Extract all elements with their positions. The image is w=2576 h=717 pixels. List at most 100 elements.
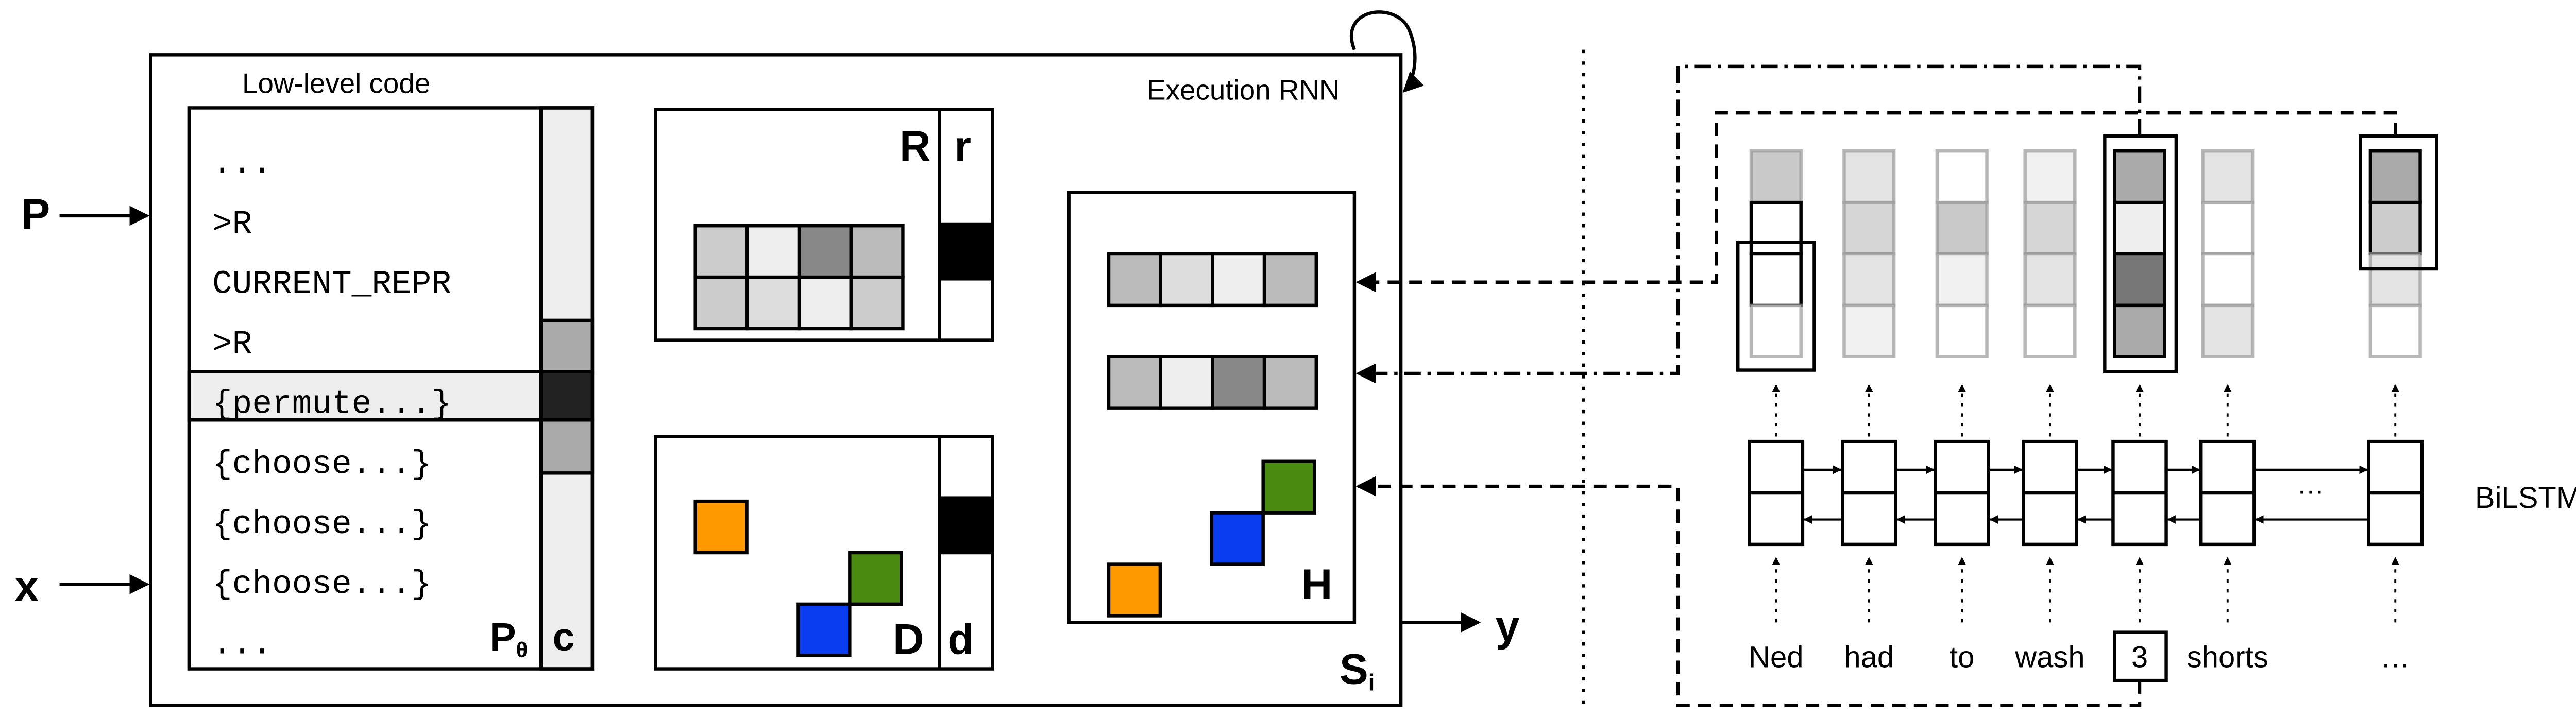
embedding-cell (2023, 303, 2077, 358)
item-square (1210, 511, 1265, 566)
embedding-cell (1842, 252, 1896, 308)
h-box (1067, 191, 1357, 624)
pointer-cell (539, 370, 595, 422)
code-line: ... (212, 145, 272, 183)
embedding-cell (2368, 303, 2422, 358)
word: wash (2014, 640, 2084, 674)
embedding-cell (1749, 303, 1803, 358)
embedding-cell (1842, 149, 1896, 204)
code-line: CURRENT_REPR (212, 265, 451, 303)
register-cell (797, 275, 853, 331)
self-loop (1349, 10, 1424, 93)
r-label: R (900, 122, 931, 170)
embedding-cell (2201, 252, 2255, 308)
code-box (187, 106, 595, 671)
execution-box (149, 53, 1403, 707)
item-square (693, 499, 749, 555)
input-label: x (15, 561, 39, 610)
embedding-cell (1935, 200, 1989, 256)
word: shorts (2187, 640, 2268, 674)
selection-box (1736, 241, 1816, 372)
embedding-cell (2368, 149, 2422, 204)
hidden-cell (1159, 355, 1214, 410)
row-border (189, 370, 592, 422)
h-label: H (1301, 560, 1333, 608)
number-link (1355, 476, 2142, 707)
hidden-cell (1211, 355, 1266, 410)
hidden-cell (1159, 252, 1214, 308)
bilstm-label: BiLSTM (2475, 481, 2576, 515)
pointer-cell (938, 222, 994, 281)
memory-label-base: P (489, 615, 516, 659)
register-cell (849, 275, 905, 331)
code-line: ... (212, 626, 272, 663)
code-line: {permute...} (212, 386, 451, 423)
register-cell (693, 275, 749, 331)
item-square (796, 602, 852, 657)
embedding-cell (1749, 200, 1803, 256)
register-cell (797, 224, 853, 279)
word: … (2380, 640, 2410, 674)
r-pointer: r (954, 122, 971, 170)
code-line: {choose...} (212, 506, 431, 543)
embedding-cell (2201, 303, 2255, 358)
word: had (1844, 640, 1894, 674)
embedding-cell (2201, 149, 2255, 204)
register-cell (849, 224, 905, 279)
code-line: {choose...} (212, 446, 431, 483)
item-square (1107, 562, 1162, 618)
layout (59, 10, 2438, 707)
hidden-cell (1211, 252, 1266, 308)
register-cell (745, 275, 801, 331)
item-square (1261, 459, 1316, 515)
word: Ned (1749, 640, 1803, 674)
pointer-cell (539, 418, 595, 475)
pointer-cell (938, 496, 994, 555)
register-cell (745, 224, 801, 279)
state-label: Si (1340, 645, 1375, 696)
d-label: D (893, 615, 924, 663)
lstm-ellipsis: ··· (2297, 475, 2324, 505)
pointer-cell (539, 318, 595, 373)
embedding-cell (2023, 252, 2077, 308)
embedding-cell (2023, 149, 2077, 204)
state-sub: i (1368, 669, 1375, 695)
word: 3 (2131, 640, 2148, 674)
embedding-cell (1749, 252, 1803, 308)
embedding-cell (2113, 149, 2166, 204)
code-line: {choose...} (212, 566, 431, 604)
program-label: P (21, 190, 50, 238)
embedding-cell (1935, 303, 1989, 358)
embedding-cell (2201, 200, 2255, 256)
code-line: >R (212, 326, 252, 363)
pointer-c: c (553, 615, 575, 659)
attention-link (1355, 64, 2142, 384)
embedding-cell (1842, 303, 1896, 358)
hidden-cell (1262, 252, 1318, 308)
embedding-cell (2368, 200, 2422, 256)
state-base: S (1340, 645, 1368, 693)
item-square (848, 551, 903, 606)
execution-title: Execution RNN (1147, 74, 1340, 106)
memory-label-sub: θ (516, 638, 528, 662)
embedding-cell (2113, 200, 2166, 256)
embedding-cell (2113, 303, 2166, 358)
embedding-cell (1749, 149, 1803, 204)
selection-box (2359, 134, 2438, 271)
word: to (1950, 640, 1974, 674)
memory-label: Pθ (489, 615, 528, 662)
output-label: y (1496, 602, 1520, 650)
hidden-cell (1262, 355, 1318, 410)
embedding-cell (2023, 200, 2077, 256)
embedding-cell (2368, 252, 2422, 308)
embedding-cell (2113, 252, 2166, 308)
d-pointer: d (947, 615, 974, 663)
register-cell (693, 224, 749, 279)
embedding-cell (1935, 252, 1989, 308)
code-line: >R (212, 206, 252, 243)
embedding-cell (1935, 149, 1989, 204)
hidden-cell (1107, 355, 1162, 410)
memory-title: Low-level code (242, 67, 430, 99)
